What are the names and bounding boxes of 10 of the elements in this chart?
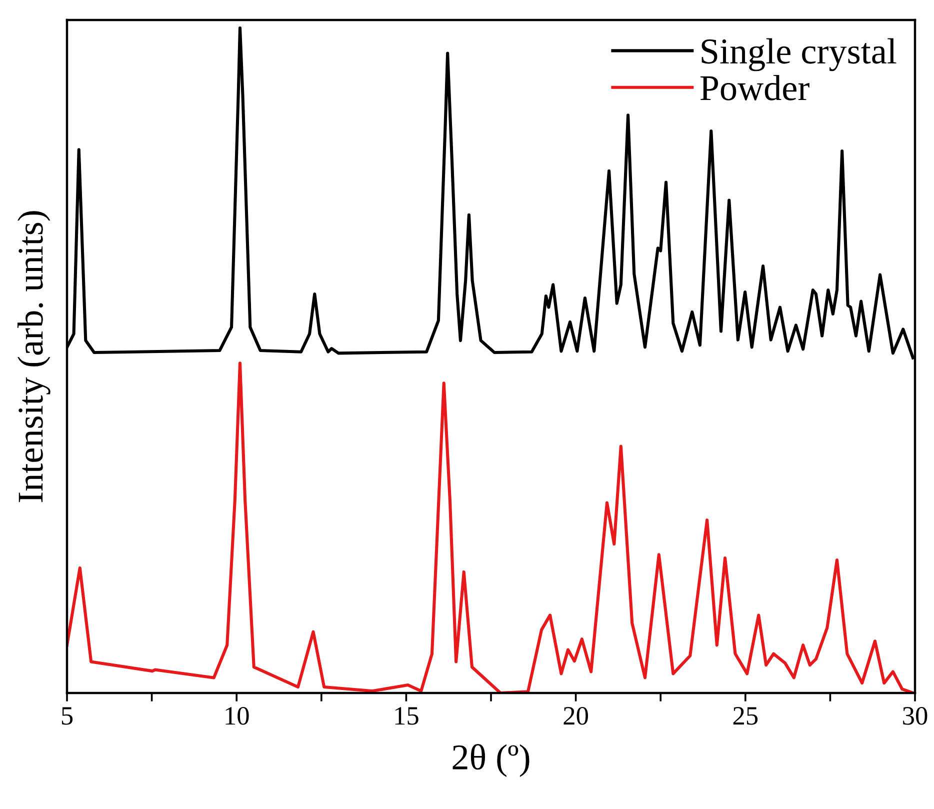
legend-label: Single crystal	[702, 38, 896, 72]
x-tick-label: 25	[733, 707, 758, 725]
x-tick-label: 10	[226, 706, 249, 725]
x-tick-label: 20	[564, 706, 588, 725]
x-tick-label: 15	[395, 707, 418, 725]
y-axis-title: Intensity (arb. units)	[17, 211, 50, 502]
x-tick-label: 30	[903, 706, 928, 725]
x-axis-title: 2θ (º)	[452, 744, 530, 777]
legend-label: Powder	[700, 74, 810, 100]
x-tick-label: 5	[62, 707, 73, 725]
